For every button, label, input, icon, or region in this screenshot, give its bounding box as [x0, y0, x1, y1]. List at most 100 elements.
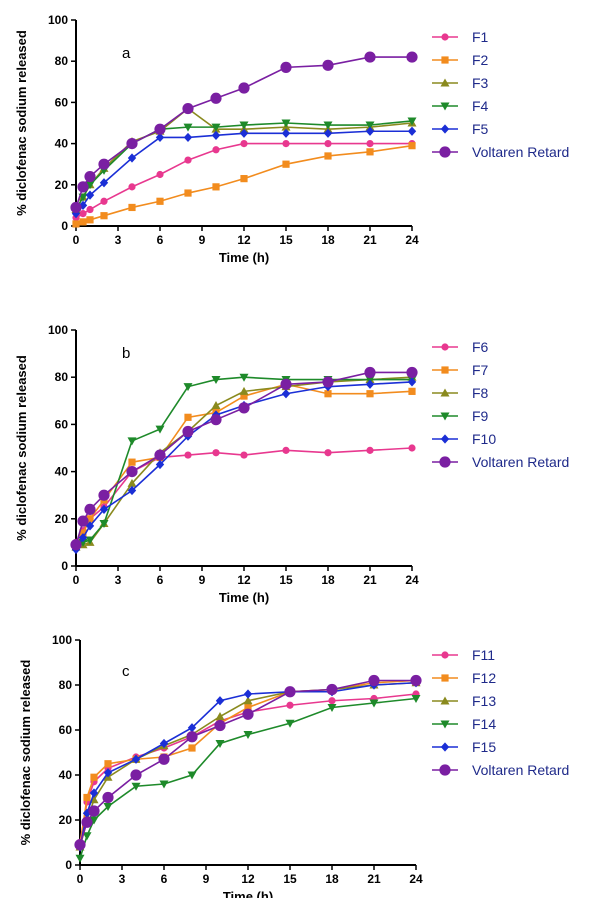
x-tick-label: 24: [405, 573, 419, 587]
data-point: [77, 181, 89, 193]
x-tick-label: 21: [363, 573, 377, 587]
data-point: [406, 366, 418, 379]
data-point: [239, 121, 249, 130]
data-point: [98, 158, 110, 170]
series-voltaren-retard: [74, 674, 422, 851]
data-point: [86, 205, 94, 214]
panel-label: b: [122, 345, 130, 362]
legend-marker: [440, 102, 450, 111]
data-point: [83, 793, 91, 802]
legend-label: F2: [472, 52, 489, 68]
data-point: [100, 197, 108, 205]
legend-label: F7: [472, 362, 489, 378]
data-point: [79, 218, 87, 226]
data-point: [126, 466, 138, 478]
x-axis-title: Time (h): [219, 590, 269, 605]
data-point: [184, 451, 192, 459]
data-point: [75, 854, 85, 863]
x-tick-label: 21: [367, 872, 381, 886]
data-point: [281, 389, 291, 399]
data-point: [99, 504, 109, 514]
data-point: [184, 189, 192, 197]
data-point: [239, 386, 249, 395]
y-tick-label: 0: [61, 559, 68, 573]
legend-label: F8: [472, 385, 489, 401]
legend-label: F12: [472, 670, 496, 686]
data-point: [81, 816, 93, 828]
legend-entry: F11: [432, 647, 495, 663]
y-tick-label: 20: [59, 813, 73, 827]
legend-entry: F12: [432, 670, 496, 686]
y-tick-label: 40: [55, 137, 69, 151]
data-point: [99, 520, 109, 529]
legend-marker: [440, 434, 450, 444]
data-point: [99, 178, 109, 188]
data-point: [365, 379, 375, 389]
y-tick-label: 20: [55, 512, 69, 526]
x-tick-label: 12: [241, 872, 255, 886]
legend-entry: F15: [432, 739, 496, 755]
data-point: [215, 712, 225, 720]
data-point: [72, 220, 80, 228]
data-point: [98, 489, 110, 501]
x-tick-label: 9: [203, 872, 210, 886]
data-point: [187, 723, 197, 733]
data-point: [322, 376, 334, 388]
data-point: [244, 703, 252, 712]
data-point: [159, 780, 169, 789]
data-point: [70, 201, 82, 214]
legend-marker: [441, 674, 449, 682]
legend-entry: F5: [432, 121, 489, 137]
data-point: [238, 402, 250, 414]
data-point: [128, 203, 136, 212]
data-point: [127, 153, 137, 163]
data-point: [183, 132, 193, 143]
data-point: [326, 683, 338, 696]
data-point: [281, 119, 291, 128]
data-point: [328, 697, 336, 705]
legend-entry: F1: [432, 29, 489, 45]
y-tick-label: 60: [55, 95, 69, 109]
data-point: [322, 59, 334, 71]
data-point: [212, 183, 220, 191]
data-point: [182, 102, 194, 115]
y-tick-label: 100: [52, 633, 72, 647]
data-point: [243, 696, 253, 705]
x-tick-label: 9: [199, 573, 206, 587]
legend-label: Voltaren Retard: [472, 454, 569, 470]
x-tick-label: 3: [115, 233, 122, 247]
data-point: [407, 126, 417, 136]
legend-marker: [439, 456, 451, 468]
legend-label: F10: [472, 431, 496, 447]
legend-entry: F6: [432, 339, 489, 355]
y-tick-label: 40: [59, 768, 73, 782]
x-tick-label: 15: [279, 573, 293, 587]
data-point: [239, 128, 249, 138]
data-point: [187, 771, 197, 780]
legend-entry: F8: [432, 385, 489, 401]
x-tick-label: 3: [115, 573, 122, 587]
data-point: [127, 437, 137, 446]
data-point: [243, 689, 253, 699]
y-tick-label: 80: [55, 54, 69, 68]
legend-marker: [441, 33, 449, 41]
data-point: [212, 449, 220, 457]
data-point: [364, 51, 376, 63]
series-f1: [72, 140, 416, 222]
panel-label: c: [122, 663, 130, 680]
data-point: [126, 138, 138, 150]
y-axis-title: % diclofenac sodium released: [14, 30, 29, 216]
data-point: [82, 832, 92, 841]
series-f9: [71, 373, 417, 552]
x-tick-label: 6: [157, 573, 164, 587]
x-tick-label: 12: [237, 233, 251, 247]
legend-label: F11: [472, 647, 495, 663]
data-point: [365, 121, 375, 130]
data-point: [155, 425, 165, 434]
data-point: [365, 126, 375, 136]
data-point: [184, 413, 192, 421]
data-point: [368, 674, 380, 687]
data-point: [89, 788, 99, 798]
data-point: [127, 478, 137, 487]
